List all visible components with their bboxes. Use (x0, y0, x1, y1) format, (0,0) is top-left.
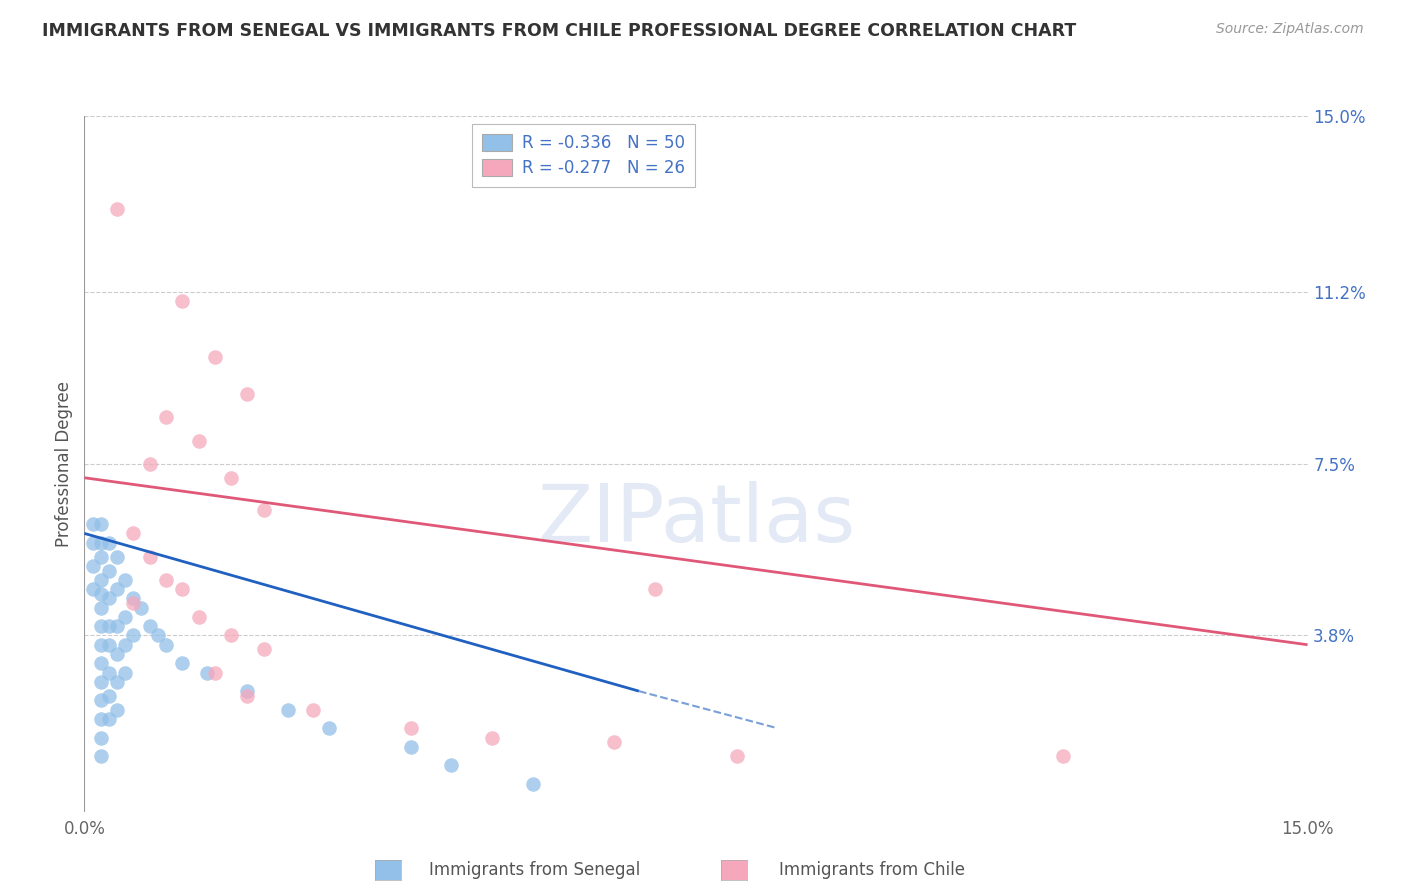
Point (105, 549, 128, 564)
Point (97, 535, 120, 549)
Point (253, 642, 276, 657)
Point (644, 582, 666, 596)
Point (219, 471, 242, 485)
Point (90, 693, 112, 707)
Text: Source: ZipAtlas.com: Source: ZipAtlas.com (1216, 22, 1364, 37)
Point (204, 350, 226, 364)
Point (105, 582, 128, 596)
Point (97, 689, 120, 703)
Point (97, 665, 120, 680)
Point (97, 712, 120, 726)
Point (97, 564, 120, 578)
Point (97, 591, 120, 606)
Point (138, 457, 160, 471)
Point (301, 703, 323, 717)
Point (97, 638, 120, 652)
Point (138, 619, 160, 633)
Point (105, 647, 128, 661)
Point (172, 657, 194, 671)
Point (318, 721, 340, 735)
Point (399, 739, 422, 754)
Point (114, 665, 136, 680)
Point (1052, 749, 1074, 764)
Point (114, 573, 136, 587)
Point (481, 731, 503, 745)
Point (187, 610, 209, 624)
Point (90, 600, 112, 615)
Point (172, 582, 194, 596)
Point (253, 503, 276, 517)
Point (155, 638, 177, 652)
Point (440, 758, 463, 772)
Legend: R = -0.336   N = 50, R = -0.277   N = 26: R = -0.336 N = 50, R = -0.277 N = 26 (472, 124, 695, 187)
Point (399, 721, 422, 735)
Point (236, 387, 259, 401)
Y-axis label: Professional Degree: Professional Degree (55, 381, 73, 547)
Point (90, 573, 112, 587)
Text: ZIPatlas: ZIPatlas (537, 481, 855, 558)
Point (122, 628, 145, 642)
Text: Immigrants from Senegal: Immigrants from Senegal (429, 861, 640, 879)
Point (236, 689, 259, 703)
Point (172, 294, 194, 309)
Point (82, 535, 104, 549)
Point (90, 587, 112, 601)
Point (277, 703, 299, 717)
Point (105, 703, 128, 717)
Point (90, 657, 112, 671)
Point (90, 619, 112, 633)
Point (90, 731, 112, 745)
Point (82, 558, 104, 573)
Point (187, 434, 209, 448)
Point (131, 600, 153, 615)
Point (122, 596, 145, 610)
Point (82, 582, 104, 596)
Point (90, 549, 112, 564)
Point (114, 610, 136, 624)
Point (105, 674, 128, 689)
Point (90, 517, 112, 532)
Point (603, 735, 626, 749)
Text: Immigrants from Chile: Immigrants from Chile (779, 861, 965, 879)
Text: IMMIGRANTS FROM SENEGAL VS IMMIGRANTS FROM CHILE PROFESSIONAL DEGREE CORRELATION: IMMIGRANTS FROM SENEGAL VS IMMIGRANTS FR… (42, 22, 1077, 40)
Point (122, 591, 145, 606)
Point (90, 749, 112, 764)
Point (82, 517, 104, 532)
Point (138, 549, 160, 564)
Point (105, 619, 128, 633)
Point (90, 712, 112, 726)
Point (90, 638, 112, 652)
Point (155, 573, 177, 587)
Point (219, 628, 242, 642)
Point (146, 628, 169, 642)
Point (195, 665, 218, 680)
Point (97, 619, 120, 633)
Point (204, 665, 226, 680)
Point (155, 410, 177, 425)
Point (122, 526, 145, 541)
Point (522, 777, 544, 791)
Point (90, 535, 112, 549)
Point (114, 638, 136, 652)
Point (725, 749, 748, 764)
Point (236, 684, 259, 698)
Point (90, 674, 112, 689)
Point (105, 202, 128, 216)
